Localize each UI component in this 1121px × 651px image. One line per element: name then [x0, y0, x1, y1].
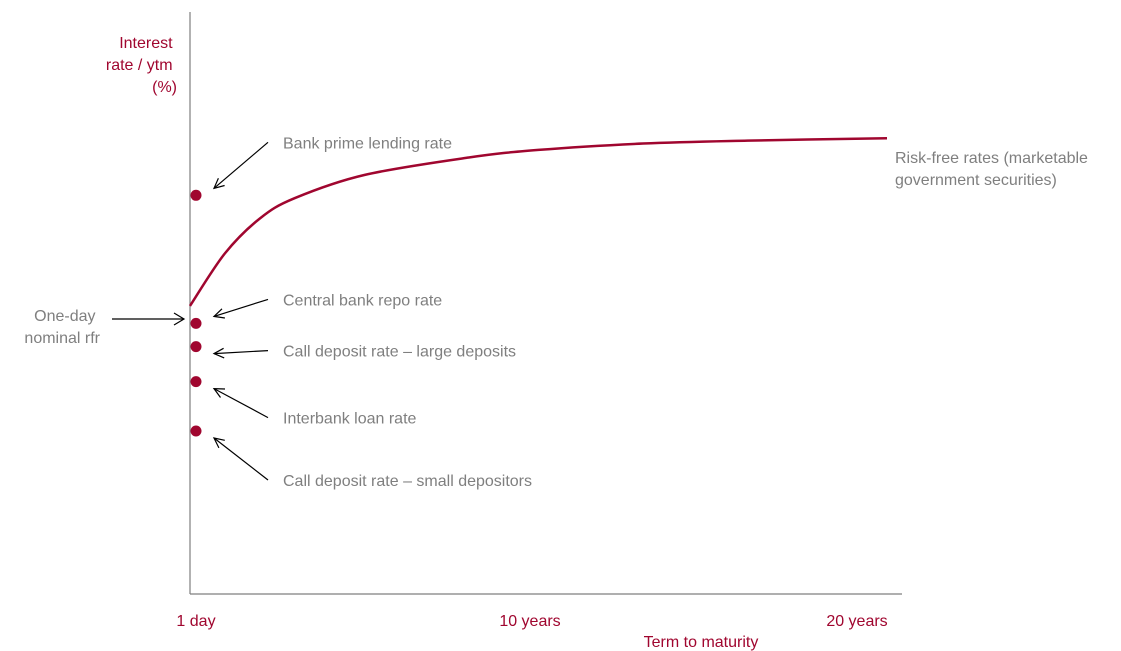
one-day-rfr-label-line: One-day [34, 308, 95, 325]
x-tick-label: 1 day [176, 613, 215, 630]
curve-label-line: Risk-free rates (marketable [895, 150, 1088, 167]
rate-points: Bank prime lending rate Central bank repo… [190, 135, 532, 490]
y-axis-label: Interest rate / ytm (%) [106, 35, 177, 96]
x-tick-label: 10 years [499, 613, 560, 630]
rate-point-label: Call deposit rate – small depositors [283, 473, 532, 490]
rate-point-arrow [212, 141, 269, 190]
rate-point-marker [190, 189, 202, 201]
rate-point-label: Interbank loan rate [283, 411, 417, 428]
rate-point-arrow [212, 298, 269, 319]
one-day-rfr-label: One-day nominal rfr [24, 308, 100, 347]
x-axis-label: Term to maturity [644, 634, 759, 651]
y-axis-label-line: rate / ytm [106, 57, 173, 74]
curve-label-line: government securities) [895, 172, 1057, 189]
rate-point-marker [190, 376, 202, 388]
rate-point-marker [190, 425, 202, 437]
rate-point-arrow [212, 347, 269, 359]
rate-point-arrow [212, 437, 269, 481]
rate-point-arrow [212, 387, 269, 419]
rate-point-label: Call deposit rate – large deposits [283, 344, 516, 361]
curve-label: Risk-free rates (marketable government s… [895, 150, 1092, 189]
risk-free-curve [188, 137, 888, 307]
x-tick-label: 20 years [826, 613, 887, 630]
rate-point-label: Bank prime lending rate [283, 135, 452, 152]
one-day-rfr-arrow [112, 312, 186, 326]
rate-point-label: Central bank repo rate [283, 292, 442, 309]
rate-point-marker [190, 317, 202, 329]
y-axis-label-line: (%) [152, 79, 177, 96]
y-axis-label-line: Interest [119, 35, 173, 52]
rate-point-marker [190, 341, 202, 353]
one-day-rfr-label-line: nominal rfr [24, 330, 100, 347]
